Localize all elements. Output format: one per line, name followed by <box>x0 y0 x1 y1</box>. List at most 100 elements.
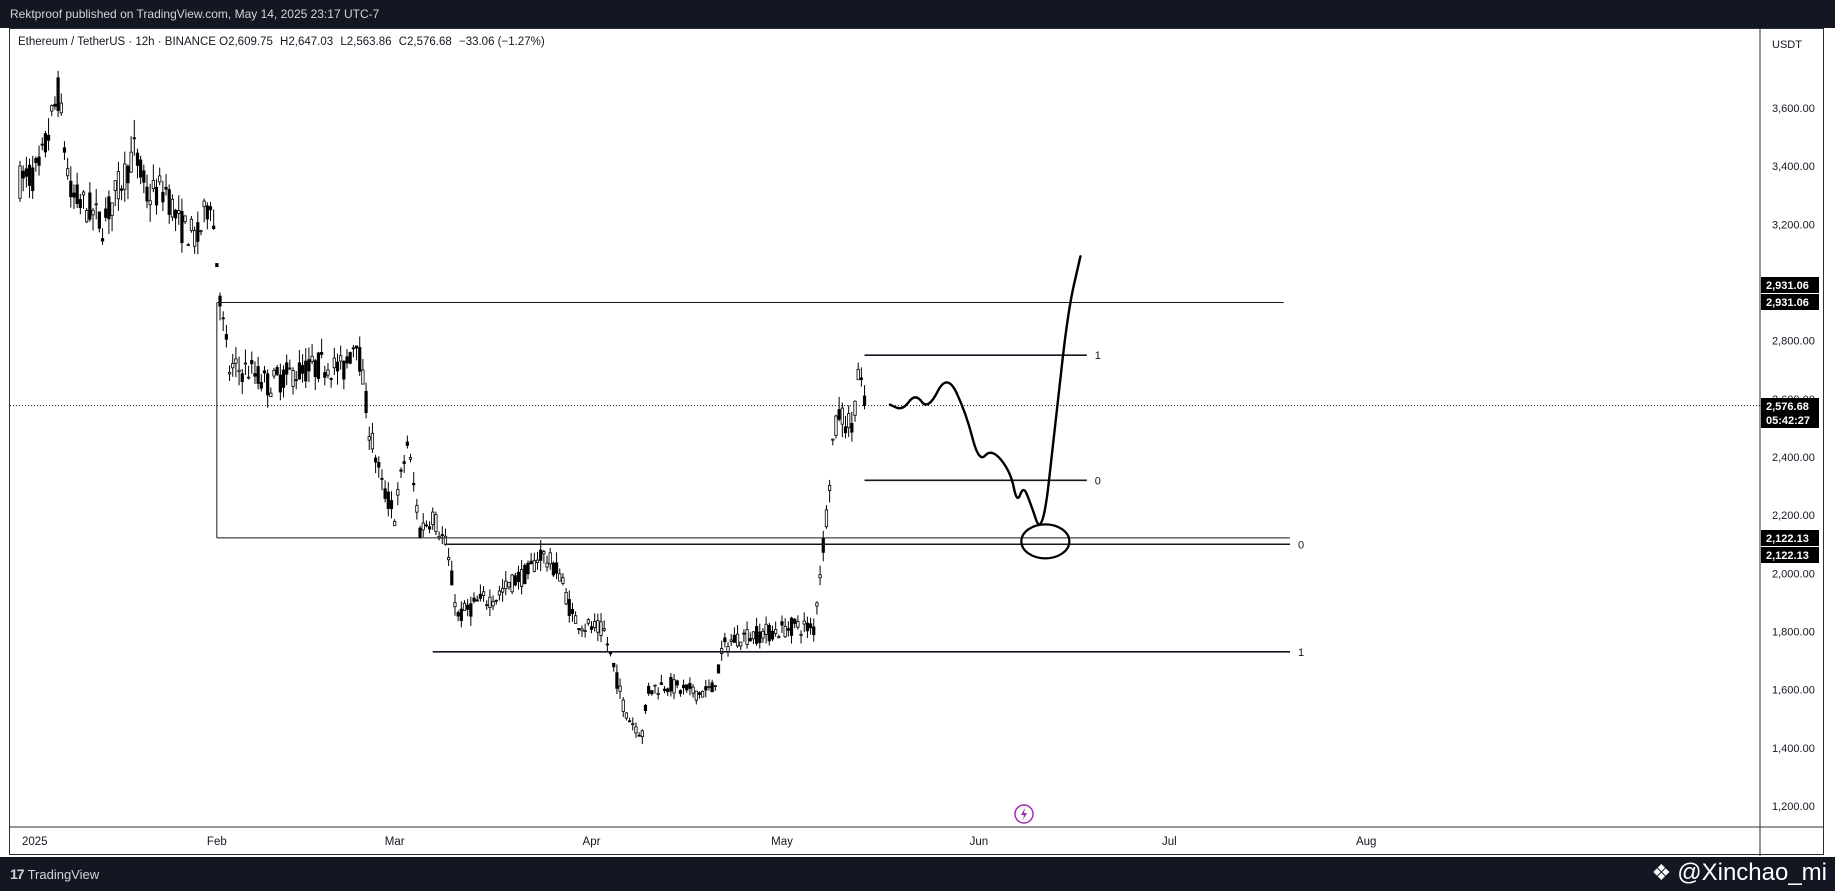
tradingview-logo-text: TradingView <box>27 866 100 882</box>
candle-body <box>323 372 327 378</box>
x-tick-label: 2025 <box>22 836 48 848</box>
candle-body <box>161 191 165 203</box>
candle-body <box>770 630 775 640</box>
candle-body <box>761 630 765 639</box>
candle-body <box>272 369 276 377</box>
x-tick-label: Apr <box>583 836 601 848</box>
currency-label[interactable]: USDT <box>1772 39 1802 51</box>
candle-body <box>167 189 171 215</box>
candle-body <box>431 511 435 525</box>
candle-body <box>342 360 346 380</box>
candle-body <box>678 690 683 694</box>
x-tick-label: Feb <box>207 836 227 848</box>
candle-body <box>300 364 305 374</box>
candle-body <box>488 596 492 609</box>
candle-body <box>840 407 844 425</box>
candle-body <box>805 622 810 632</box>
candle-body <box>373 457 378 463</box>
candle-body <box>189 218 194 231</box>
candle-body <box>43 133 48 153</box>
candle-body <box>180 211 184 244</box>
candle-body <box>250 360 254 365</box>
candle-body <box>202 200 206 208</box>
candle-body <box>650 690 654 695</box>
candle-body <box>456 612 460 617</box>
candle-body <box>726 646 730 653</box>
candle-body <box>66 168 70 177</box>
watermark: ❖ @Xinchao_mi <box>1652 859 1828 887</box>
chart-frame[interactable] <box>9 28 1824 855</box>
candle-body <box>732 634 736 643</box>
candle-body <box>173 209 178 219</box>
price-label-bg <box>1761 277 1819 293</box>
candle-body <box>574 615 578 624</box>
candle-body <box>75 184 79 205</box>
candle-body <box>132 137 136 140</box>
candle-body <box>158 175 162 183</box>
candle-body <box>326 369 330 376</box>
candle-body <box>123 163 127 190</box>
candle-body <box>85 210 89 223</box>
candle-body <box>783 626 787 638</box>
candle-body <box>78 199 82 209</box>
y-tick-label: 1,600.00 <box>1772 685 1815 697</box>
candle-body <box>24 168 28 177</box>
candle-body <box>199 230 203 233</box>
candle-body <box>548 552 552 565</box>
candle-body <box>739 641 743 647</box>
candle-body <box>313 360 317 378</box>
candle-body <box>580 628 584 632</box>
candle-body <box>259 381 263 389</box>
lightning-icon-glyph <box>1021 808 1027 820</box>
candle-body <box>847 413 851 429</box>
candle-body <box>453 602 457 608</box>
candle-body <box>520 569 524 587</box>
candle-body <box>710 682 714 693</box>
candle-body <box>329 378 333 380</box>
y-tick-label: 1,200.00 <box>1772 801 1815 813</box>
candle-body <box>212 225 216 230</box>
candle-body <box>539 549 543 561</box>
candle-body <box>481 591 486 597</box>
tradingview-logo[interactable]: 17 TradingView <box>10 866 99 882</box>
candle-body <box>500 587 505 593</box>
candle-body <box>31 167 35 192</box>
candle-body <box>227 371 232 375</box>
candle-body <box>485 604 489 607</box>
candle-body <box>647 685 651 694</box>
candle-body <box>780 621 784 626</box>
candle-body <box>701 690 705 698</box>
projection-path[interactable] <box>888 255 1082 526</box>
candle-body <box>821 537 825 553</box>
candle-body <box>513 575 517 586</box>
candle-body <box>402 461 406 464</box>
fib-level-label: 0 <box>1095 475 1101 487</box>
candle-body <box>567 599 571 616</box>
candle-body <box>526 562 530 575</box>
candle-body <box>386 491 390 509</box>
candle-body <box>120 188 124 191</box>
candle-body <box>799 633 803 636</box>
candle-body <box>405 441 409 446</box>
candle-body <box>478 593 482 599</box>
candle-body <box>408 457 413 460</box>
candle-body <box>183 215 187 223</box>
symbol-name[interactable]: Ethereum / TetherUS · 12h · BINANCE <box>18 36 216 48</box>
candle-body <box>253 373 257 377</box>
candle-body <box>351 347 355 350</box>
x-tick-label: Jun <box>970 836 989 848</box>
candle-body <box>205 205 209 220</box>
candle-body <box>304 360 308 382</box>
candle-body <box>154 186 159 206</box>
candle-body <box>113 180 117 191</box>
high-value: 2,647.03 <box>288 36 334 48</box>
candle-body <box>246 376 251 379</box>
high-label: H <box>280 36 289 48</box>
candle-body <box>50 105 54 112</box>
candle-body <box>634 726 638 734</box>
circle-marker[interactable] <box>1020 523 1071 560</box>
candle-body <box>589 626 594 630</box>
candle-body <box>808 623 813 629</box>
candle-body <box>110 202 114 217</box>
